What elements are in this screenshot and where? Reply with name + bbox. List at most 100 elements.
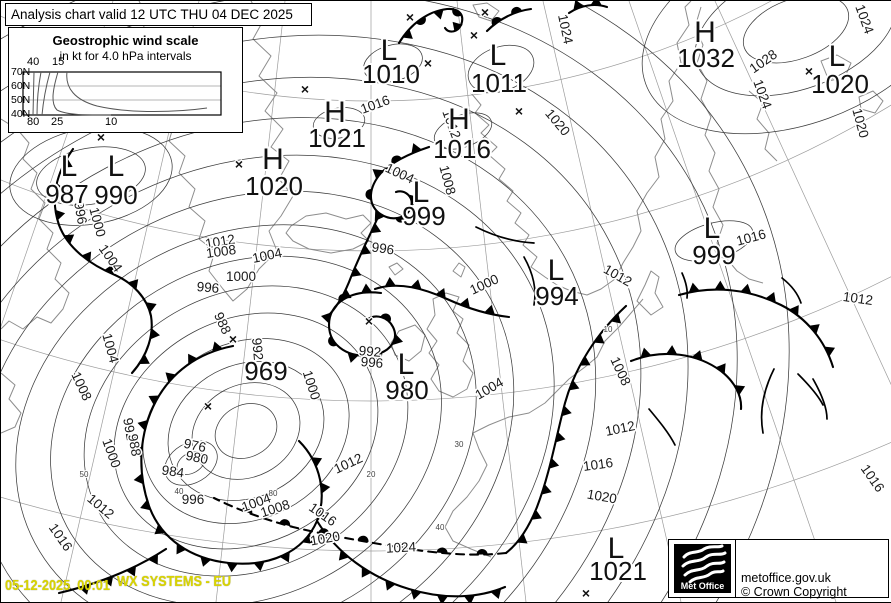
cold-front-triangle: [176, 543, 187, 555]
wind-lat-60n: 60N: [11, 80, 31, 92]
cold-front-triangle: [55, 209, 66, 221]
pressure-center-letter: L: [829, 40, 846, 73]
cold-front-triangle: [139, 354, 150, 364]
graticule-label: 40: [436, 523, 445, 532]
coastline-faroe-shetland: [388, 262, 466, 278]
brand-divider: [735, 540, 736, 597]
cold-front-triangle: [321, 312, 331, 324]
cold-front-triangle: [549, 458, 560, 469]
center-x-mark: ×: [424, 55, 432, 71]
center-x-mark: ×: [97, 129, 105, 145]
cold-front: [57, 547, 168, 595]
cold-front-triangle: [411, 143, 422, 154]
coastlines: [1, 1, 884, 558]
isobar-label: 1000: [467, 271, 501, 297]
pressure-center-value: 980: [385, 375, 428, 405]
occluded-front: [369, 145, 431, 220]
cold-front: [328, 213, 381, 316]
cold-front-triangle: [350, 266, 362, 277]
graticule-label: 40: [175, 487, 184, 496]
pressure-center-value: 1021: [589, 556, 647, 586]
cold-front-triangle: [360, 244, 371, 255]
graticule-label: 20: [367, 470, 376, 479]
pressure-center-value: 1016: [433, 134, 491, 164]
wind-scale-box: Geostrophic wind scale in kt for 4.0 hPa…: [8, 27, 243, 133]
pressure-center-letter: L: [548, 254, 565, 287]
isobar-label: 1004: [251, 245, 284, 266]
cold-front-triangle: [279, 552, 290, 563]
weather-fronts: [53, 1, 836, 602]
isobar-label: 1008: [68, 369, 94, 403]
isobar-label: 1012: [84, 491, 117, 522]
cold-front-triangle: [666, 345, 678, 355]
cold-front-triangle: [140, 499, 151, 511]
pressure-center-letter: H: [694, 16, 716, 49]
isobar-label: 996: [360, 354, 384, 371]
cold-front-triangle: [165, 372, 176, 383]
wind-bottom-10: 10: [105, 116, 118, 128]
pressure-center-letter: L: [108, 150, 125, 183]
isobar-label: 984: [161, 463, 186, 481]
wind-scale-title: Geostrophic wind scale: [52, 33, 199, 48]
coastline-iceland: [285, 212, 372, 254]
cold-front-triangle: [126, 566, 136, 577]
cold-front: [315, 519, 507, 598]
cold-front-triangle: [320, 482, 331, 494]
cold-front-triangle: [789, 305, 799, 316]
cold-front-triangle: [464, 595, 475, 602]
pressure-center-value: 1032: [677, 43, 735, 73]
cold-front-triangle: [81, 251, 92, 263]
isobar-label: 1012: [604, 418, 637, 439]
cold-front: [567, 3, 609, 15]
isobar-label: 996: [71, 201, 90, 226]
isobar-label: 976: [182, 436, 207, 455]
pressure-center-value: 990: [94, 180, 137, 210]
cold-front-spiral: [140, 344, 323, 565]
crown-copyright: © Crown Copyright: [741, 585, 847, 599]
warm-front-semicircle: [357, 535, 369, 543]
cold-front-triangle: [137, 420, 148, 431]
pressure-center-value: 987: [45, 179, 88, 209]
coastline-baltic: [694, 6, 764, 284]
cold-front-triangle: [594, 333, 605, 344]
cold-front-triangle: [402, 28, 413, 39]
pressure-center-letter: H: [262, 143, 284, 176]
cold-front-triangle: [579, 355, 591, 366]
pressure-center-value: 1010: [362, 59, 420, 89]
pressure-center-value: 1020: [811, 69, 869, 99]
pressure-center-letter: H: [448, 103, 470, 136]
cold-front-triangle: [319, 529, 330, 540]
coastline-labrador: [1, 118, 70, 434]
isobar-label: 992: [358, 343, 382, 360]
cold-front-triangle: [568, 380, 580, 391]
logo-waves-icon: [681, 544, 727, 584]
isobar-label: 1012: [842, 289, 874, 308]
cold-front-triangle: [740, 283, 752, 294]
pressure-center-letter: L: [61, 150, 78, 183]
cold-front-triangle: [133, 473, 144, 485]
isobar-label: 1024: [750, 77, 775, 111]
isobar-label: 1008: [205, 242, 237, 261]
coastline-continent: [444, 298, 644, 558]
pressure-center-value: 1011: [471, 68, 527, 98]
isobar-label: 1024: [852, 2, 877, 36]
cold-front-triangle: [437, 595, 448, 602]
cold-front-triangle: [63, 234, 75, 245]
center-x-mark: ×: [365, 313, 373, 329]
logo-text: Met Office: [680, 581, 725, 591]
center-x-mark: ×: [515, 103, 523, 119]
cold-front-triangle: [146, 302, 157, 313]
coastline-svalbard: [472, 2, 500, 22]
cold-front-triangle: [374, 210, 385, 222]
cold-front-triangle: [410, 279, 422, 290]
isobar-label: 1004: [96, 242, 126, 276]
cold-front-triangle: [361, 567, 372, 578]
cold-front-triangle: [435, 288, 446, 299]
cold-front-triangle: [409, 194, 420, 206]
cold-front-triangle: [573, 1, 584, 10]
pressure-center-letter: L: [608, 532, 625, 565]
center-x-mark: ×: [235, 156, 243, 172]
cold-front-triangle: [370, 223, 382, 234]
cold-front-triangle: [590, 1, 602, 6]
cold-front-triangle: [188, 353, 198, 365]
